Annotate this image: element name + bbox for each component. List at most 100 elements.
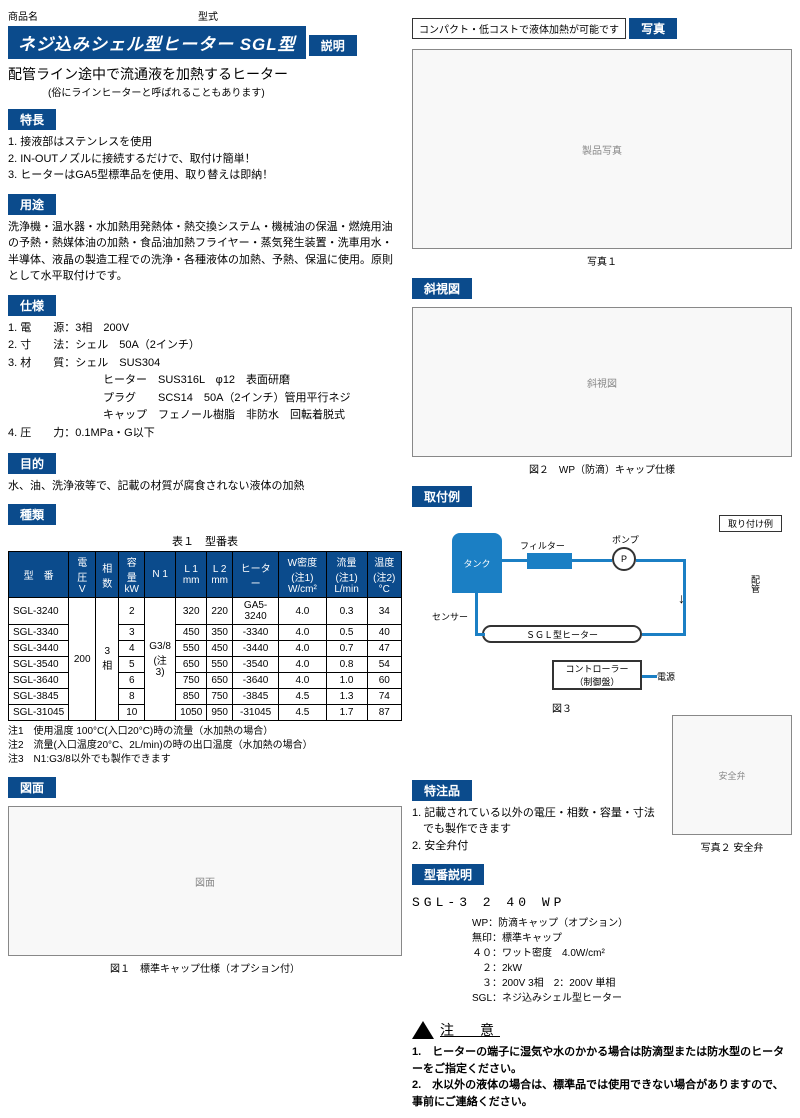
spec-item: キャップ フェノール樹脂 非防水 回転着脱式 <box>8 407 402 425</box>
table-cell: 650 <box>176 657 207 673</box>
feature-item: 3. ヒーターはGA5型標準品を使用、取り替えは即納！ <box>8 167 402 184</box>
safety-valve-photo: 安全弁 <box>672 715 792 835</box>
note-item: 注1 使用温度 100°C(入口20°C)時の流量（水加熱の場合） <box>8 725 402 739</box>
sensor-label: センサー <box>432 610 468 623</box>
table-cell: 47 <box>367 641 402 657</box>
model-code: SGL-3 2 40 WP <box>412 895 792 910</box>
table-cell: SGL-3845 <box>9 689 69 705</box>
product-photo: 製品写真 <box>412 49 792 249</box>
section-photo: 写真 <box>629 18 677 39</box>
section-special: 特注品 <box>412 780 472 801</box>
table-cell: 40 <box>367 625 402 641</box>
table-cell: -3640 <box>233 673 279 689</box>
table-cell: 4 <box>119 641 145 657</box>
caution-item: 1. ヒーターの端子に湿気や水のかかる場合は防滴型または防水型のヒーターをご指定… <box>412 1044 792 1077</box>
desc-sub: (俗にラインヒーターと呼ばれることもあります) <box>48 84 402 99</box>
table-cell: SGL-3340 <box>9 625 69 641</box>
table-row: SGL-32402003相2G3/8 (注3)320220GA5-32404.0… <box>9 598 402 625</box>
model-line: ２：2kW <box>472 961 792 976</box>
table-cell: 8 <box>119 689 145 705</box>
table-cell: 6 <box>119 673 145 689</box>
section-features: 特長 <box>8 109 56 130</box>
spec-item: ヒーター SUS316L φ12 表面研磨 <box>8 372 402 390</box>
controller-box: コントローラー （制御盤） <box>552 660 642 690</box>
model-line: WP：防滴キャップ（オプション） <box>472 916 792 931</box>
table-cell: SGL-3240 <box>9 598 69 625</box>
heater-box: ＳＧＬ型ヒーター <box>482 625 642 643</box>
pump-icon: P <box>612 547 636 571</box>
oblique-figure: 斜視図 <box>412 307 792 457</box>
table-cell: 1.7 <box>326 705 367 721</box>
fig3-caption: 図３ <box>552 700 572 715</box>
spec-item: 4. 圧 力：0.1MPa・G以下 <box>8 425 402 443</box>
section-apps: 用途 <box>8 194 56 215</box>
fig1-caption: 図１ 標準キャップ仕様（オプション付） <box>8 960 402 975</box>
spec-item: プラグ SCS14 50A（2インチ）管用平行ネジ <box>8 390 402 408</box>
section-desc: 説明 <box>309 35 357 56</box>
spec-item: 1. 電 源：3相 200V <box>8 320 402 338</box>
table-cell: 3相 <box>96 598 119 721</box>
table-cell: 450 <box>176 625 207 641</box>
photo1-caption: 写真１ <box>412 253 792 268</box>
table-cell: 1050 <box>176 705 207 721</box>
desc-main: 配管ライン途中で流通液を加熱するヒーター <box>8 64 402 84</box>
table-cell: 5 <box>119 657 145 673</box>
spec-item: 2. 寸 法：シェル 50A（2インチ） <box>8 337 402 355</box>
controller-label2: （制御盤） <box>574 675 619 688</box>
table-row: SGL-33403450350-33404.00.540 <box>9 625 402 641</box>
table-header: ヒーター <box>233 552 279 598</box>
spec-list: 1. 電 源：3相 200V 2. 寸 法：シェル 50A（2インチ） 3. 材… <box>8 320 402 443</box>
caution-header: 注 意 <box>412 1020 792 1040</box>
caution-item: 2. 水以外の液体の場合は、標準品では使用できない場合がありますので、事前にご連… <box>412 1077 792 1110</box>
table-cell: 4.0 <box>279 598 326 625</box>
top-note: コンパクト・低コストで液体加熱が可能です <box>412 18 626 39</box>
table-cell: 0.5 <box>326 625 367 641</box>
table-cell: 0.7 <box>326 641 367 657</box>
table-cell: 550 <box>207 657 233 673</box>
special-list: 1. 記載されている以外の電圧・相数・容量・寸法 でも製作できます 2. 安全弁… <box>412 805 664 855</box>
table-notes: 注1 使用温度 100°C(入口20°C)時の流量（水加熱の場合） 注2 流量(… <box>8 725 402 767</box>
table-cell: 0.8 <box>326 657 367 673</box>
table-cell: 34 <box>367 598 402 625</box>
table-row: SGL-31045101050950-310454.51.787 <box>9 705 402 721</box>
caution-title: 注 意 <box>440 1020 500 1040</box>
table-cell: SGL-3640 <box>9 673 69 689</box>
table-row: SGL-38458850750-38454.51.374 <box>9 689 402 705</box>
table-cell: 550 <box>176 641 207 657</box>
table-cell: SGL-3440 <box>9 641 69 657</box>
table-cell: 750 <box>176 673 207 689</box>
section-purpose: 目的 <box>8 453 56 474</box>
section-drawing: 図面 <box>8 777 56 798</box>
purpose-text: 水、油、洗浄液等で、記載の材質が腐食されない液体の加熱 <box>8 478 402 495</box>
model-lines: WP：防滴キャップ（オプション） 無印：標準キャップ ４０：ワット密度 4.0W… <box>472 916 792 1006</box>
model-table: 型 番電圧 V相数容量 kWN 1L 1 mmL 2 mmヒーターW密度(注1)… <box>8 551 402 721</box>
table-header: W密度(注1) W/cm² <box>279 552 326 598</box>
section-types: 種類 <box>8 504 56 525</box>
table-row: SGL-35405650550-35404.00.854 <box>9 657 402 673</box>
table-cell: 650 <box>207 673 233 689</box>
model-line: SGL：ネジ込みシェル型ヒーター <box>472 991 792 1006</box>
section-install: 取付例 <box>412 486 472 507</box>
table-header: N 1 <box>145 552 176 598</box>
table-header: 型 番 <box>9 552 69 598</box>
product-title: ネジ込みシェル型ヒーター SGL型 <box>8 26 306 59</box>
note-item: 注3 N1:G3/8以外でも製作できます <box>8 753 402 767</box>
table-cell: 87 <box>367 705 402 721</box>
table-cell: 4.0 <box>279 641 326 657</box>
table-cell: 950 <box>207 705 233 721</box>
table-header: 温度(注2) °C <box>367 552 402 598</box>
table-cell: -3340 <box>233 625 279 641</box>
table-cell: SGL-31045 <box>9 705 69 721</box>
table-cell: -3440 <box>233 641 279 657</box>
table-cell: 3 <box>119 625 145 641</box>
model-line: ３：200V 3相 2：200V 単相 <box>472 976 792 991</box>
table-cell: 60 <box>367 673 402 689</box>
table-cell: 4.0 <box>279 673 326 689</box>
table-cell: GA5-3240 <box>233 598 279 625</box>
pipe-label: 配管 <box>749 575 762 593</box>
table-row: SGL-34404550450-34404.00.747 <box>9 641 402 657</box>
table-cell: 750 <box>207 689 233 705</box>
section-oblique: 斜視図 <box>412 278 472 299</box>
table-header: L 2 mm <box>207 552 233 598</box>
table-cell: 54 <box>367 657 402 673</box>
